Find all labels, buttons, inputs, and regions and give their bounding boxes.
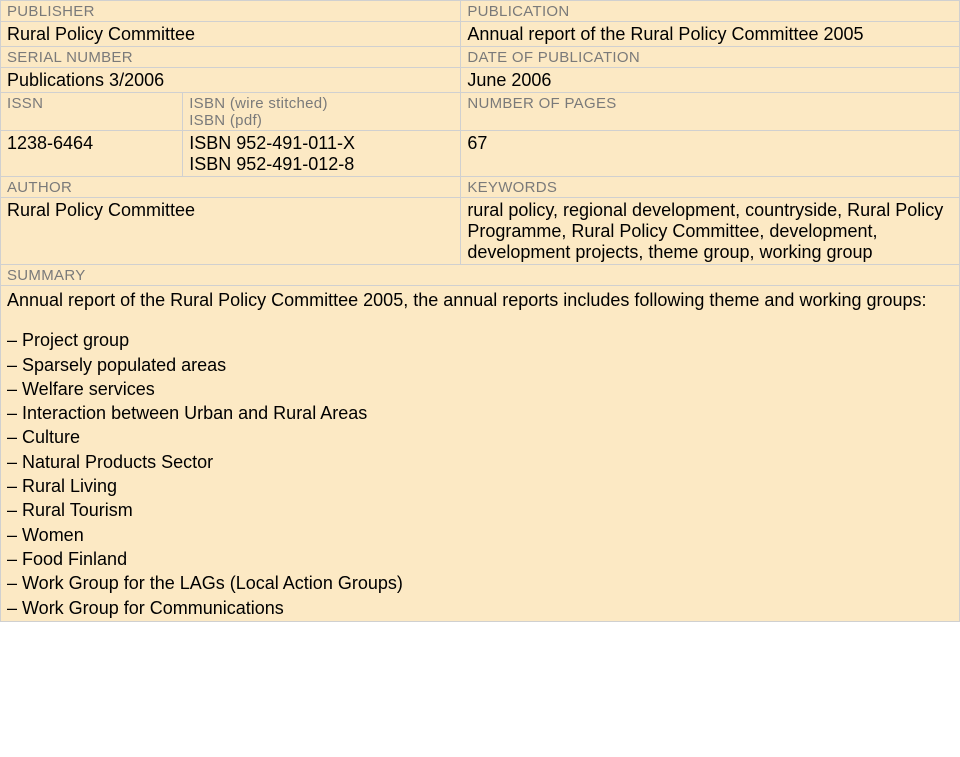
serial-value: Publications 3/2006	[1, 68, 461, 93]
issn-label: ISSN	[1, 93, 183, 131]
keywords-value: rural policy, regional development, coun…	[461, 198, 960, 265]
metadata-card: PUBLISHER PUBLICATION Rural Policy Commi…	[0, 0, 960, 622]
summary-item: Rural Living	[7, 474, 953, 498]
isbn-label-1: ISBN (wire stitched)	[189, 95, 454, 112]
summary-item: Work Group for the LAGs (Local Action Gr…	[7, 571, 953, 595]
author-label: AUTHOR	[1, 177, 461, 198]
summary-item: Welfare services	[7, 377, 953, 401]
summary-body: Annual report of the Rural Policy Commit…	[1, 286, 960, 622]
keywords-label: KEYWORDS	[461, 177, 960, 198]
summary-intro: Annual report of the Rural Policy Commit…	[7, 288, 953, 312]
publisher-label: PUBLISHER	[1, 1, 461, 22]
publication-value: Annual report of the Rural Policy Commit…	[461, 22, 960, 47]
pages-label: NUMBER OF PAGES	[461, 93, 960, 131]
pages-value: 67	[461, 131, 960, 177]
serial-label: SERIAL NUMBER	[1, 47, 461, 68]
summary-item: Interaction between Urban and Rural Area…	[7, 401, 953, 425]
summary-item: Women	[7, 523, 953, 547]
summary-item: Project group	[7, 328, 953, 352]
summary-item: Natural Products Sector	[7, 450, 953, 474]
summary-item: Food Finland	[7, 547, 953, 571]
summary-item: Work Group for Communications	[7, 596, 953, 620]
summary-item: Culture	[7, 425, 953, 449]
issn-value: 1238-6464	[1, 131, 183, 177]
isbn-value-2: ISBN 952-491-012-8	[189, 154, 454, 175]
summary-item: Sparsely populated areas	[7, 353, 953, 377]
isbn-label: ISBN (wire stitched) ISBN (pdf)	[183, 93, 461, 131]
publication-label: PUBLICATION	[461, 1, 960, 22]
summary-label: SUMMARY	[1, 265, 960, 286]
isbn-label-2: ISBN (pdf)	[189, 112, 454, 129]
publisher-value: Rural Policy Committee	[1, 22, 461, 47]
isbn-value: ISBN 952-491-011-X ISBN 952-491-012-8	[183, 131, 461, 177]
date-label: DATE OF PUBLICATION	[461, 47, 960, 68]
summary-item: Rural Tourism	[7, 498, 953, 522]
isbn-value-1: ISBN 952-491-011-X	[189, 133, 454, 154]
summary-list: Project groupSparsely populated areasWel…	[7, 328, 953, 620]
date-value: June 2006	[461, 68, 960, 93]
author-value: Rural Policy Committee	[1, 198, 461, 265]
